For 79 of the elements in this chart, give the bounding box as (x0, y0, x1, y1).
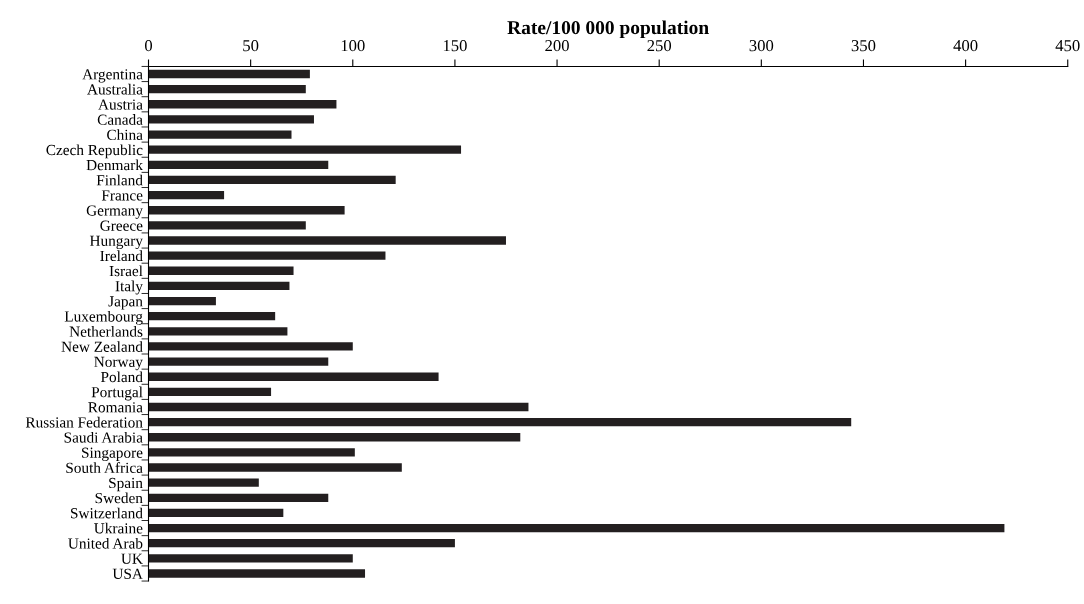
bar (148, 160, 329, 169)
y-tick-label: Argentina (82, 69, 143, 83)
y-tick-label: Norway (94, 356, 143, 371)
bar (148, 84, 306, 94)
bar (148, 554, 353, 563)
x-tick-label: 350 (851, 40, 876, 52)
y-tick-label: Netherlands (69, 326, 143, 337)
bar (148, 508, 284, 518)
x-tick-label: 400 (953, 40, 978, 52)
bar (148, 569, 366, 578)
bar (148, 206, 345, 215)
y-tick-label: Russian Federation (25, 416, 143, 428)
y-tick-label: Japan (108, 296, 143, 310)
bar (148, 387, 272, 397)
bar (148, 357, 329, 366)
y-tick-label: Hungary (89, 235, 143, 250)
bar (148, 417, 852, 427)
y-tick-label: Luxembourg (64, 310, 143, 325)
y-tick-label: Sweden (95, 492, 143, 504)
x-tick-label: 200 (545, 40, 569, 52)
y-tick-label: Saudi Arabia (64, 431, 143, 443)
x-tick-label: 150 (443, 40, 467, 52)
y-tick-label: Denmark (86, 159, 143, 171)
bar (148, 190, 225, 200)
y-tick-label: Germany (86, 205, 143, 219)
y-tick-label: Spain (109, 477, 143, 492)
bar (148, 281, 290, 291)
y-tick-label: Finland (96, 174, 143, 186)
bar (148, 523, 1005, 533)
y-tick-label: Romania (88, 402, 143, 413)
bar (148, 539, 455, 548)
x-tick-label: 0 (144, 40, 153, 52)
y-tick-label: Ukraine (94, 522, 143, 534)
bar (148, 463, 402, 472)
bar (148, 145, 462, 154)
bar (148, 236, 506, 245)
bar (148, 433, 521, 442)
y-tick-label: United Arab (68, 537, 143, 549)
x-axis-title: Rate/100 000 population (507, 20, 709, 39)
y-tick-label: Israel (109, 265, 143, 277)
bar (148, 296, 216, 306)
y-tick-label: USA (112, 568, 143, 579)
bar (148, 251, 386, 260)
y-tick-label: Czech Republic (46, 144, 143, 159)
y-tick-label: Greece (100, 220, 143, 231)
y-tick-label: Australia (87, 83, 143, 95)
bar (148, 327, 288, 336)
y-tick-label: Singapore (82, 447, 143, 461)
x-tick-label: 100 (341, 40, 365, 52)
y-tick-label: UK (121, 553, 143, 564)
bar (148, 221, 306, 230)
x-tick-label: 250 (647, 40, 672, 52)
bar (148, 175, 396, 185)
y-tick-label: France (101, 190, 143, 201)
bar (148, 266, 294, 275)
y-tick-label: Canada (97, 114, 143, 125)
y-tick-label: Switzerland (71, 507, 143, 519)
x-tick-label: 50 (243, 40, 259, 52)
bar (148, 493, 329, 502)
bar (148, 115, 314, 124)
y-tick-label: China (107, 129, 143, 140)
y-tick-label: New Zealand (61, 341, 143, 352)
bar (148, 69, 310, 79)
bar (148, 372, 439, 381)
bar (148, 100, 337, 109)
bar (148, 342, 353, 351)
bar (148, 402, 529, 412)
y-tick-label: South Africa (66, 462, 143, 473)
y-tick-label: Portugal (91, 386, 143, 401)
bar (148, 312, 276, 321)
x-tick-label: 450 (1055, 40, 1080, 52)
bar (148, 130, 292, 139)
y-tick-label: Ireland (100, 250, 143, 262)
y-tick-label: Austria (98, 99, 143, 110)
y-tick-label: Italy (115, 280, 143, 295)
bar (148, 448, 355, 457)
y-tick-label: Poland (100, 371, 143, 383)
bar (148, 478, 259, 487)
x-tick-label: 300 (749, 40, 774, 52)
